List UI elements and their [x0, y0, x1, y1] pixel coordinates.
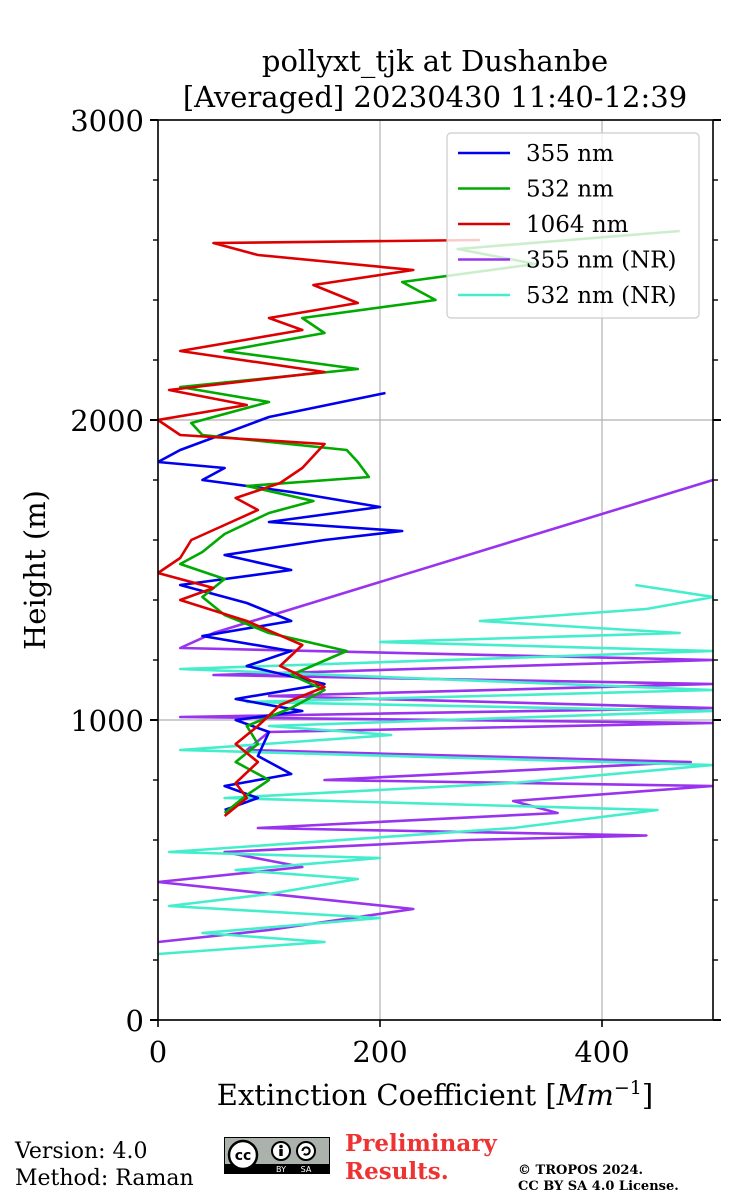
x-tick-label-2: 400 [574, 1035, 629, 1069]
copyright-notice: © TROPOS 2024. CC BY SA 4.0 License. [518, 1163, 679, 1195]
y-tick-label-2: 2000 [70, 404, 144, 438]
x-tick-label-0: 0 [149, 1035, 167, 1069]
series-line-1 [178, 229, 680, 815]
legend-label-3: 355 nm (NR) [526, 248, 677, 274]
chart-title-line2: [Averaged] 20230430 11:40-12:39 [183, 80, 687, 114]
legend-label-2: 1064 nm [526, 212, 629, 238]
chart-title-line1: pollyxt_tjk at Dushanbe [262, 44, 608, 79]
by-label: BY [276, 1165, 286, 1174]
ticks: 0 200 400 0 1000 2000 3000 [70, 104, 721, 1069]
series-line-4 [158, 583, 713, 956]
series-line-2 [158, 238, 480, 818]
series-group [158, 229, 713, 956]
sa-icon [296, 1141, 316, 1161]
y-tick-label-3: 3000 [70, 104, 144, 138]
cc-license-badge: cc BY SA [224, 1137, 330, 1174]
sa-label: SA [301, 1165, 312, 1174]
series-line-0 [158, 391, 404, 812]
y-tick-label-0: 0 [126, 1004, 144, 1038]
preliminary-line1: Preliminary [345, 1130, 497, 1157]
x-tick-label-1: 200 [352, 1035, 407, 1069]
y-tick-label-1: 1000 [70, 704, 144, 738]
plot-frame [157, 119, 714, 1021]
legend-label-1: 532 nm [526, 177, 614, 203]
copyright-line1: © TROPOS 2024. [518, 1163, 644, 1178]
x-axis-label: Extinction Coefficient [Mm−1] [217, 1077, 653, 1112]
y-axis-label: Height (m) [18, 490, 52, 650]
preliminary-results-notice: Preliminary Results. [345, 1130, 497, 1186]
legend: 355 nm 532 nm 1064 nm 355 nm (NR) 532 nm (NR… [446, 132, 700, 319]
legend-box [446, 132, 700, 319]
extinction-profile-chart: 0 200 400 0 1000 2000 3000 pollyxt_tjk at Dush… [18, 44, 721, 1112]
legend-label-0: 355 nm [526, 141, 614, 167]
series-line-3 [158, 478, 713, 944]
preliminary-line2: Results. [345, 1158, 449, 1185]
version-text: Version: 4.0 [15, 1139, 148, 1164]
cc-label: cc [235, 1148, 252, 1164]
copyright-line2: CC BY SA 4.0 License. [518, 1179, 679, 1194]
method-text: Method: Raman [15, 1166, 194, 1191]
legend-label-4: 532 nm (NR) [526, 283, 677, 309]
